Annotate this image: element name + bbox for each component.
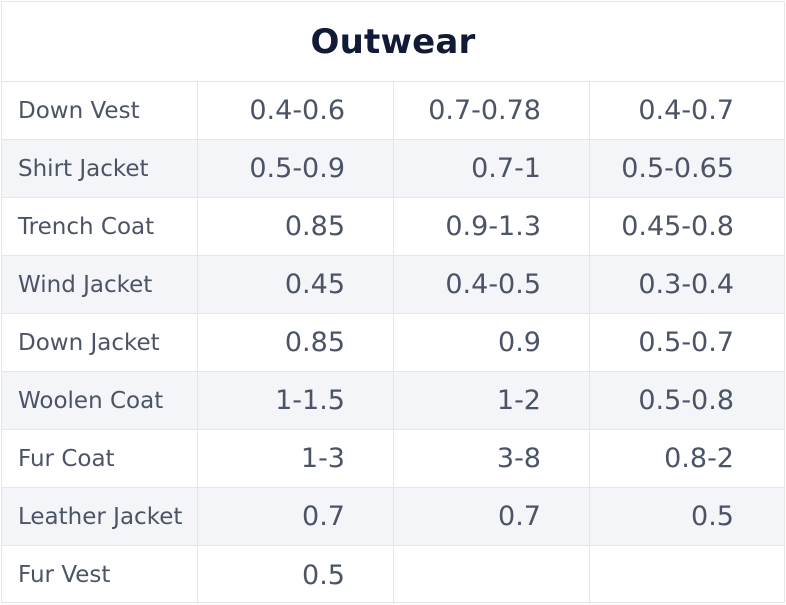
- row-label: Wind Jacket: [2, 256, 198, 314]
- table-cell: 0.4-0.6: [198, 82, 394, 140]
- table-cell: 0.7-0.78: [394, 82, 590, 140]
- table-cell: 0.5-0.8: [590, 372, 784, 430]
- row-label: Fur Coat: [2, 430, 198, 488]
- row-label: Fur Vest: [2, 546, 198, 604]
- table-cell: 3-8: [394, 430, 590, 488]
- table-cell: 0.5-0.65: [590, 140, 784, 198]
- row-label: Down Jacket: [2, 314, 198, 372]
- table-cell: 0.5-0.9: [198, 140, 394, 198]
- table-cell: 0.3-0.4: [590, 256, 784, 314]
- table-cell: 0.7-1: [394, 140, 590, 198]
- table-cell: 0.7: [394, 488, 590, 546]
- table-cell: 0.7: [198, 488, 394, 546]
- table-cell: 1-2: [394, 372, 590, 430]
- row-label: Down Vest: [2, 82, 198, 140]
- table-cell: [394, 546, 590, 604]
- table-cell: 0.85: [198, 314, 394, 372]
- table-cell: 1-3: [198, 430, 394, 488]
- table-cell: 0.5: [590, 488, 784, 546]
- table-cell: 0.4-0.5: [394, 256, 590, 314]
- table-cell: 0.5-0.7: [590, 314, 784, 372]
- table-cell: 0.9-1.3: [394, 198, 590, 256]
- table-cell: 0.45: [198, 256, 394, 314]
- row-label: Trench Coat: [2, 198, 198, 256]
- table-cell: 0.85: [198, 198, 394, 256]
- table-cell: 1-1.5: [198, 372, 394, 430]
- table-cell: 0.5: [198, 546, 394, 604]
- table-cell: 0.45-0.8: [590, 198, 784, 256]
- table-cell: 0.8-2: [590, 430, 784, 488]
- table-title: Outwear: [310, 21, 476, 62]
- row-label: Woolen Coat: [2, 372, 198, 430]
- table-body: Down Vest 0.4-0.6 0.7-0.78 0.4-0.7 Shirt…: [2, 82, 784, 604]
- table-title-row: Outwear: [2, 2, 784, 82]
- table-cell: 0.9: [394, 314, 590, 372]
- row-label: Shirt Jacket: [2, 140, 198, 198]
- row-label: Leather Jacket: [2, 488, 198, 546]
- table-cell: [590, 546, 784, 604]
- table-cell: 0.4-0.7: [590, 82, 784, 140]
